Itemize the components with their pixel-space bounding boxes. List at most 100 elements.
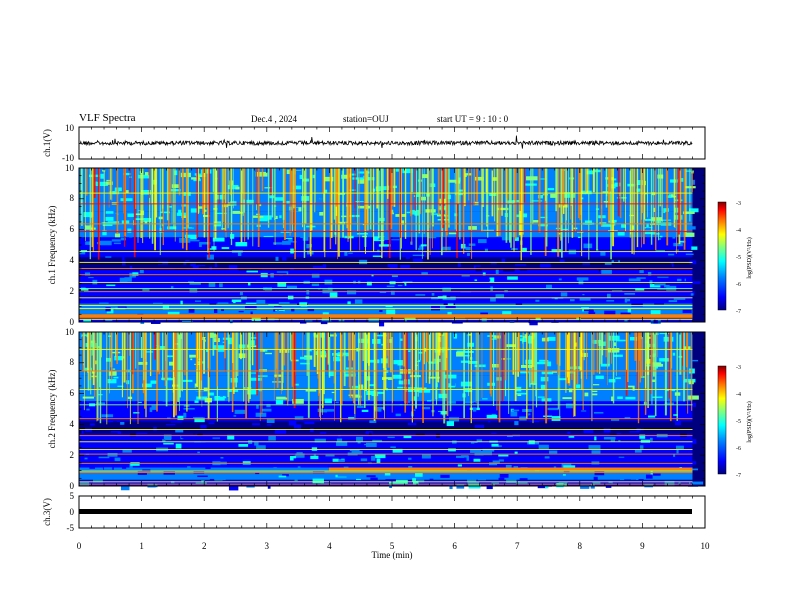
noise-patch xyxy=(523,424,532,428)
noise-patch xyxy=(223,409,227,412)
noise-patch xyxy=(158,412,167,416)
noise-patch xyxy=(105,256,112,258)
noise-patch xyxy=(659,405,668,410)
noise-patch xyxy=(118,320,128,322)
noise-patch xyxy=(512,200,523,203)
noise-patch xyxy=(199,241,211,247)
noise-patch xyxy=(289,411,295,417)
sferic-streak xyxy=(445,332,447,371)
noise-patch xyxy=(257,388,262,392)
noise-patch xyxy=(672,352,678,356)
sferic-streak xyxy=(533,332,536,386)
noise-patch xyxy=(447,311,452,316)
noise-patch xyxy=(212,437,221,439)
start-time-label: start UT = 9 : 10 : 0 xyxy=(437,114,509,124)
noise-patch xyxy=(133,218,146,220)
noise-patch xyxy=(311,447,318,451)
sferic-streak xyxy=(267,168,270,228)
narrowband-line xyxy=(79,281,693,283)
noise-patch xyxy=(385,305,393,308)
noise-patch xyxy=(420,428,426,432)
noise-patch xyxy=(322,264,327,269)
noise-patch xyxy=(592,384,600,386)
sferic-streak xyxy=(340,332,343,406)
noise-patch xyxy=(127,396,133,399)
sferic-streak xyxy=(531,332,533,385)
noise-patch xyxy=(111,239,121,242)
noise-patch xyxy=(457,262,461,267)
noise-patch xyxy=(576,277,589,281)
noise-patch xyxy=(325,454,335,457)
noise-patch xyxy=(682,309,692,314)
noise-patch xyxy=(155,291,167,296)
noise-patch xyxy=(89,465,96,469)
noise-patch xyxy=(171,426,178,432)
sferic-streak xyxy=(445,168,447,232)
noise-patch xyxy=(117,306,127,309)
noise-patch xyxy=(162,378,174,381)
noise-patch xyxy=(200,424,207,429)
noise-patch xyxy=(647,271,652,276)
noise-patch xyxy=(481,451,492,456)
noise-patch xyxy=(209,195,213,201)
noise-patch xyxy=(651,444,662,450)
sferic-streak xyxy=(600,168,603,227)
noise-patch xyxy=(525,359,532,365)
noise-patch xyxy=(368,318,380,323)
noise-patch xyxy=(354,201,364,203)
noise-patch xyxy=(194,400,199,403)
noise-patch xyxy=(298,260,302,264)
noise-patch xyxy=(547,476,554,479)
noise-patch xyxy=(504,289,508,293)
noise-patch xyxy=(285,237,293,240)
noise-patch xyxy=(600,363,610,367)
noise-patch xyxy=(540,384,547,390)
noise-patch xyxy=(672,235,676,239)
noise-patch xyxy=(187,466,191,469)
noise-patch xyxy=(412,258,423,262)
noise-patch xyxy=(336,441,348,446)
noise-patch xyxy=(690,293,694,296)
noise-patch xyxy=(190,208,200,213)
noise-patch xyxy=(378,186,390,191)
narrowband-line xyxy=(79,472,693,474)
sferic-streak xyxy=(669,332,672,422)
noise-patch xyxy=(461,455,469,458)
noise-patch xyxy=(288,420,297,426)
noise-patch xyxy=(233,300,236,304)
sferic-streak xyxy=(462,168,465,229)
noise-patch xyxy=(662,195,670,198)
noise-patch xyxy=(294,416,304,420)
noise-patch xyxy=(526,430,537,433)
noise-patch xyxy=(500,352,507,356)
noise-patch xyxy=(390,446,396,448)
noise-patch xyxy=(457,307,464,312)
sferic-streak xyxy=(637,332,639,391)
noise-patch xyxy=(112,368,116,370)
noise-patch xyxy=(624,213,627,216)
sferic-streak xyxy=(303,168,306,258)
sferic-streak xyxy=(412,332,414,415)
sferic-streak xyxy=(588,168,590,260)
noise-patch xyxy=(631,335,637,338)
noise-patch xyxy=(108,335,113,337)
noise-patch xyxy=(691,246,698,250)
noise-patch xyxy=(366,390,375,395)
noise-patch xyxy=(656,464,666,467)
noise-patch xyxy=(505,203,518,208)
noise-patch xyxy=(108,447,114,450)
sferic-streak xyxy=(430,332,431,376)
noise-patch xyxy=(85,423,95,426)
ch2-spectrogram-panel: 0 2 4 6 8 10 ch.2 Frequency (kHz) -3 -4 … xyxy=(47,327,753,491)
sferic-streak xyxy=(508,332,510,414)
noise-patch xyxy=(392,448,403,453)
noise-patch xyxy=(544,456,550,459)
noise-patch xyxy=(431,305,440,311)
sferic-streak xyxy=(228,332,230,403)
noise-patch xyxy=(290,218,296,222)
noise-patch xyxy=(391,239,400,241)
noise-patch xyxy=(80,250,88,252)
noise-patch xyxy=(641,308,648,312)
noise-patch xyxy=(625,396,636,400)
